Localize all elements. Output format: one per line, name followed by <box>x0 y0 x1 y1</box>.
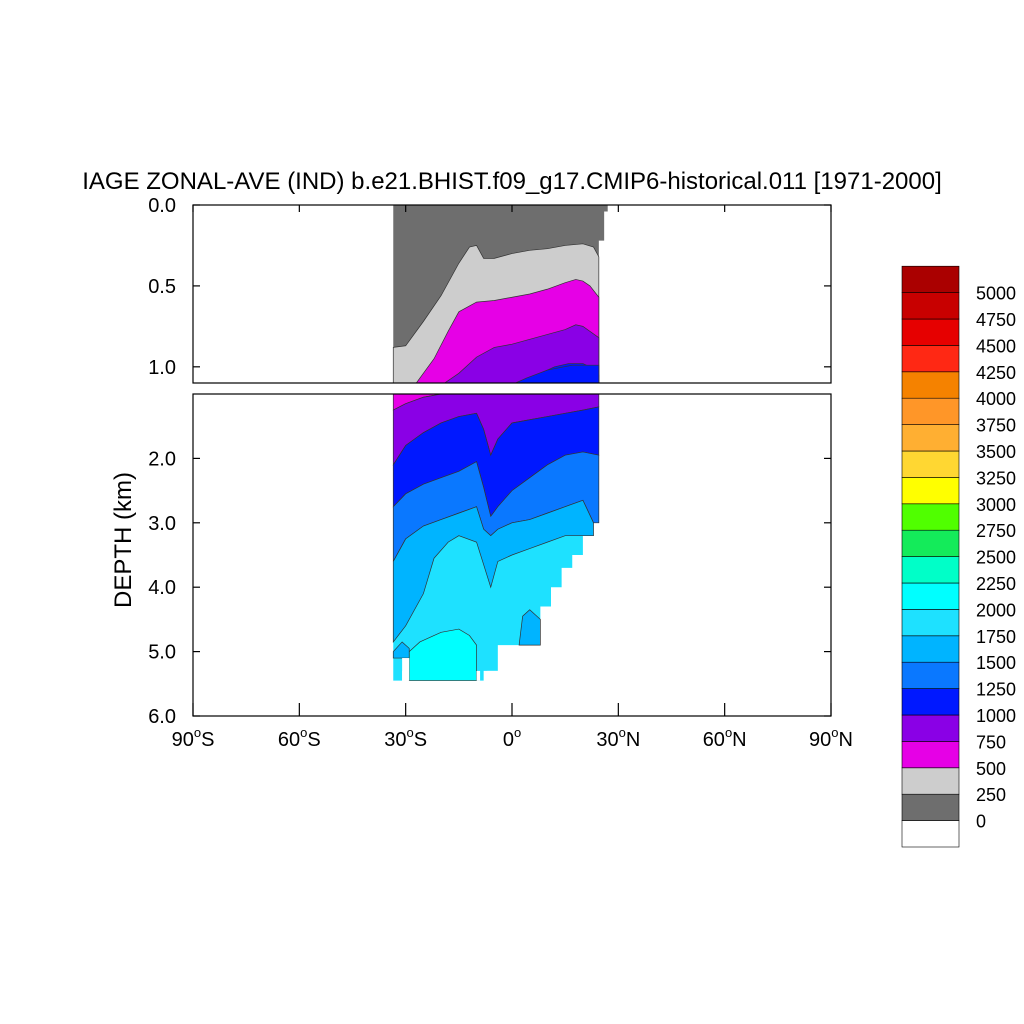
x-tick-label: 90oS <box>172 725 215 751</box>
y-axis-label: DEPTH (km) <box>110 472 137 608</box>
band-1500-1750-lower <box>392 499 594 643</box>
colorbar-swatch <box>901 371 960 399</box>
colorbar-swatch <box>901 450 960 478</box>
colorbar-swatch <box>901 635 960 663</box>
colorbar-swatch <box>901 820 960 848</box>
colorbar-swatch <box>901 661 960 689</box>
y-tick-label: 0.5 <box>148 276 176 298</box>
colorbar-swatch <box>901 292 960 320</box>
x-tick-label: 30oN <box>596 725 640 751</box>
colorbar-swatch <box>901 714 960 742</box>
colorbar-label: 3250 <box>976 468 1016 488</box>
y-tick-label: 3.0 <box>148 513 176 535</box>
chart-title: IAGE ZONAL-AVE (IND) b.e21.BHIST.f09_g17… <box>82 168 942 195</box>
colorbar-label: 3500 <box>976 442 1016 462</box>
colorbar-swatch <box>901 609 960 637</box>
colorbar-swatch <box>901 477 960 505</box>
x-tick-label: 30oS <box>384 725 427 751</box>
seafloor-notch <box>476 670 481 681</box>
colorbar-label: 500 <box>976 759 1006 779</box>
band-1000-1250-upper <box>515 364 600 383</box>
colorbar-label: 5000 <box>976 284 1016 304</box>
y-tick-label: 6.0 <box>148 706 176 728</box>
seafloor-notch <box>402 658 410 681</box>
lower-depth-panel: 2.0 3.0 4.0 5.0 6.0 90oS 60oS 30oS 0o 30oN 60oN 90… <box>148 205 853 751</box>
y-tick-label: 4.0 <box>148 577 176 599</box>
colorbar-label: 2750 <box>976 521 1016 541</box>
y-tick-label: 0.0 <box>148 195 176 217</box>
colorbar-swatch <box>901 397 960 425</box>
colorbar-label: 750 <box>976 732 1006 752</box>
colorbar-swatch <box>901 688 960 716</box>
colorbar-label: 1500 <box>976 653 1016 673</box>
x-tick-label: 0o <box>503 725 521 751</box>
colorbar-swatch <box>901 556 960 584</box>
colorbar-swatch <box>901 265 960 293</box>
band-1500-1750-patch <box>518 609 541 646</box>
upper-depth-panel: 0.0 0.5 1.0 <box>148 195 832 384</box>
colorbar-label: 250 <box>976 785 1006 805</box>
colorbar-swatch <box>901 503 960 531</box>
colorbar-label: 1250 <box>976 680 1016 700</box>
colorbar-swatch <box>901 793 960 821</box>
y-tick-label: 2.0 <box>148 448 176 470</box>
colorbar-label: 4750 <box>976 310 1016 330</box>
colorbar-label: 4250 <box>976 363 1016 383</box>
colorbar-legend: 0 250 500 750 1000 1250 1500 1750 2000 2250 2500 27… <box>901 265 1016 848</box>
colorbar-label: 4000 <box>976 389 1016 409</box>
colorbar-swatch <box>901 582 960 610</box>
seafloor-notch <box>487 670 498 681</box>
colorbar-swatch <box>901 767 960 795</box>
y-tick-label: 5.0 <box>148 642 176 664</box>
x-tick-label: 60oN <box>703 725 747 751</box>
colorbar-label: 1000 <box>976 706 1016 726</box>
colorbar-swatch <box>901 529 960 557</box>
colorbar-label: 2250 <box>976 574 1016 594</box>
colorbar-label: 0 <box>976 812 986 832</box>
colorbar-label: 4500 <box>976 336 1016 356</box>
colorbar-label: 3000 <box>976 495 1016 515</box>
y-tick-label: 1.0 <box>148 357 176 379</box>
colorbar-swatch <box>901 345 960 373</box>
band-1500-1750-patch-west <box>392 641 410 659</box>
colorbar-label: 2000 <box>976 600 1016 620</box>
colorbar-label: 1750 <box>976 627 1016 647</box>
x-tick-label: 90oN <box>809 725 853 751</box>
colorbar-swatch <box>901 741 960 769</box>
colorbar-label: 3750 <box>976 416 1016 436</box>
colorbar-label: 2500 <box>976 548 1016 568</box>
x-tick-label: 60oS <box>278 725 321 751</box>
band-2000-2250 <box>408 628 477 681</box>
colorbar-swatch <box>901 424 960 452</box>
colorbar-swatch <box>901 318 960 346</box>
